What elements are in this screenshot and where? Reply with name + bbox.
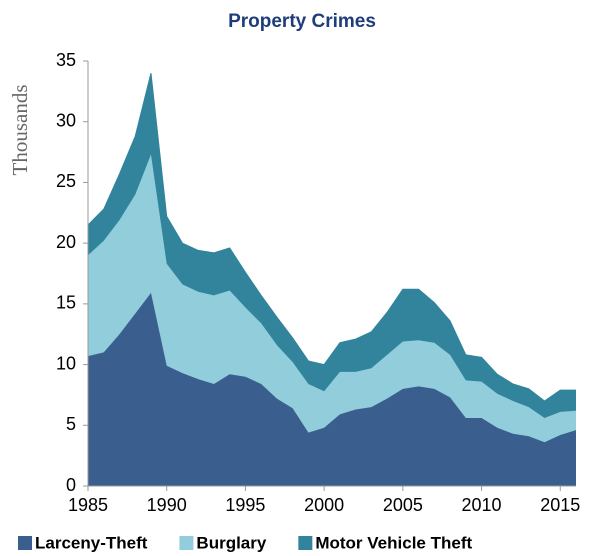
y-tick-label: 35 xyxy=(56,50,76,70)
legend-swatch xyxy=(298,536,313,550)
x-tick-label: 2005 xyxy=(383,495,423,515)
area-fill xyxy=(88,73,576,419)
y-axis-label: Thousands xyxy=(8,85,32,176)
y-tick-label: 25 xyxy=(56,171,76,191)
x-tick-label: 2010 xyxy=(462,495,502,515)
x-tick-label: 1995 xyxy=(225,495,265,515)
y-tick-label: 20 xyxy=(56,232,76,252)
y-tick-label: 15 xyxy=(56,293,76,313)
legend-label: Larceny-Theft xyxy=(35,533,148,552)
y-tick-label: 5 xyxy=(66,414,76,434)
area-edge xyxy=(87,73,576,402)
x-tick-label: 2000 xyxy=(304,495,344,515)
legend-swatch xyxy=(179,536,194,550)
y-tick-label: 10 xyxy=(56,353,76,373)
chart-title: Property Crimes xyxy=(228,11,376,32)
x-tick-label: 2015 xyxy=(540,495,580,515)
legend-label: Burglary xyxy=(196,533,266,552)
legend-label: Motor Vehicle Theft xyxy=(315,533,472,552)
area-fill xyxy=(88,292,576,486)
legend-swatch xyxy=(18,536,32,550)
area-fill xyxy=(88,154,576,443)
x-tick-label: 1985 xyxy=(68,495,108,515)
y-tick-label: 0 xyxy=(66,475,76,495)
x-tick-label: 1990 xyxy=(147,495,187,515)
y-tick-label: 30 xyxy=(56,110,76,130)
